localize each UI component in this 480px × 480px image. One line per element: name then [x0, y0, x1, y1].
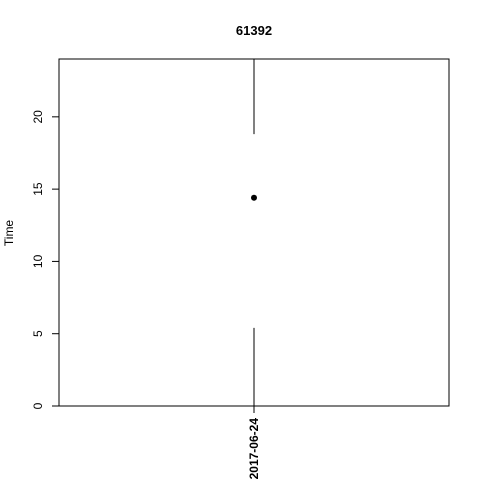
y-tick-label: 5 [31, 330, 45, 337]
y-axis-ticks: 0 5 10 15 20 [31, 110, 59, 409]
y-axis-label: Time [2, 220, 16, 247]
y-tick-label: 0 [31, 402, 45, 409]
y-tick-label: 20 [31, 110, 45, 124]
data-point [251, 194, 257, 201]
chart-title: 61392 [236, 23, 272, 38]
data-marks [251, 59, 257, 406]
y-tick-label: 15 [31, 182, 45, 196]
y-tick-label: 10 [31, 254, 45, 268]
x-axis-ticks: 2017-06-24 [247, 406, 261, 479]
x-tick-label: 2017-06-24 [247, 418, 261, 480]
